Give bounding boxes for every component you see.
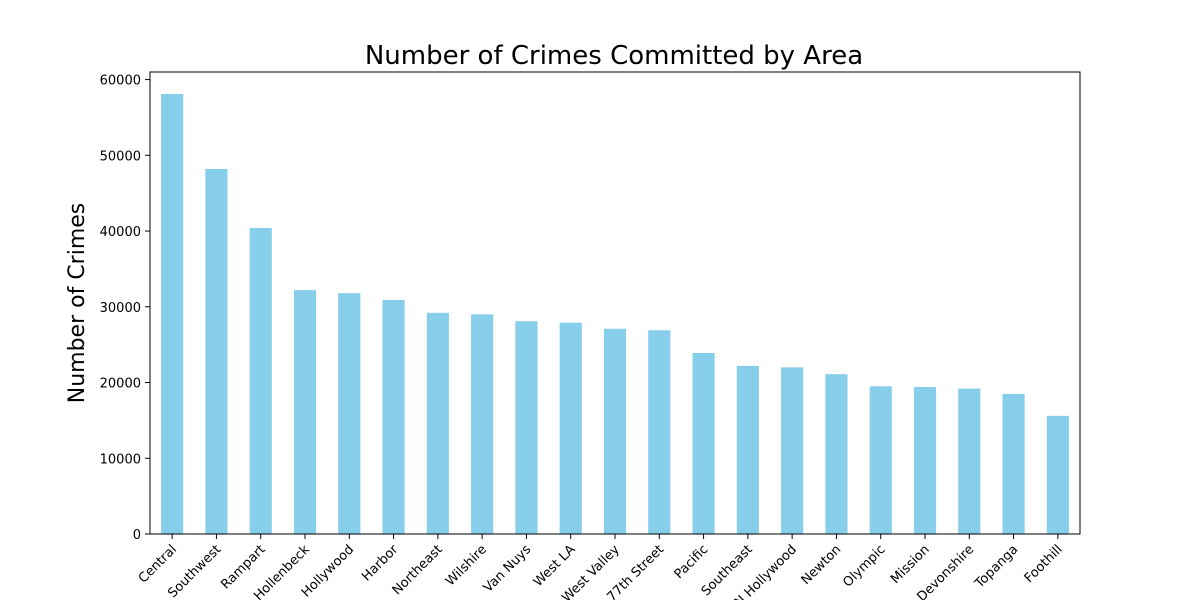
bar bbox=[559, 322, 582, 534]
x-tick-label: Olympic bbox=[840, 542, 888, 590]
bar bbox=[603, 328, 627, 534]
bar bbox=[426, 312, 449, 534]
x-tick-label: Mission bbox=[888, 542, 933, 587]
y-tick-label: 60000 bbox=[100, 74, 141, 89]
bar bbox=[293, 290, 317, 534]
bar bbox=[781, 367, 804, 534]
bar bbox=[205, 168, 228, 534]
x-tick-label: Pacific bbox=[672, 542, 712, 582]
y-tick-label: 30000 bbox=[100, 301, 141, 316]
bar bbox=[382, 299, 405, 534]
y-tick-label: 50000 bbox=[100, 149, 141, 164]
bar bbox=[913, 387, 937, 534]
bar bbox=[648, 330, 671, 534]
bar bbox=[471, 314, 494, 534]
x-tick-label: Central bbox=[136, 542, 180, 586]
bar bbox=[338, 293, 361, 534]
bar bbox=[249, 228, 272, 535]
chart-title: Number of Crimes Committed by Area bbox=[365, 41, 863, 71]
bar bbox=[869, 386, 892, 534]
x-tick-label: Newton bbox=[799, 542, 845, 588]
bar bbox=[1046, 415, 1069, 534]
x-tick-label: Topanga bbox=[972, 542, 1022, 592]
bar bbox=[958, 388, 981, 534]
y-tick-label: 20000 bbox=[100, 377, 141, 392]
y-axis-label: Number of Crimes bbox=[65, 203, 90, 404]
x-axis-ticks: CentralSouthwestRampartHollenbeckHollywo… bbox=[136, 534, 1066, 604]
x-tick-label: Van Nuys bbox=[481, 542, 535, 596]
bar bbox=[161, 93, 184, 535]
y-tick-label: 40000 bbox=[100, 225, 141, 240]
y-tick-label: 10000 bbox=[100, 452, 141, 467]
bars bbox=[161, 93, 1069, 535]
plot-frame bbox=[149, 71, 1081, 535]
x-tick-label: Foothill bbox=[1022, 542, 1066, 586]
bar bbox=[736, 365, 759, 534]
bar bbox=[692, 352, 715, 534]
bar bbox=[1002, 393, 1025, 534]
bar bbox=[825, 374, 848, 534]
y-axis-ticks: 0 10000 20000 30000 40000 50000 60000 bbox=[100, 74, 150, 543]
x-tick-label: Harbor bbox=[359, 542, 402, 585]
bar bbox=[515, 321, 538, 534]
y-tick-label: 0 bbox=[133, 528, 141, 543]
